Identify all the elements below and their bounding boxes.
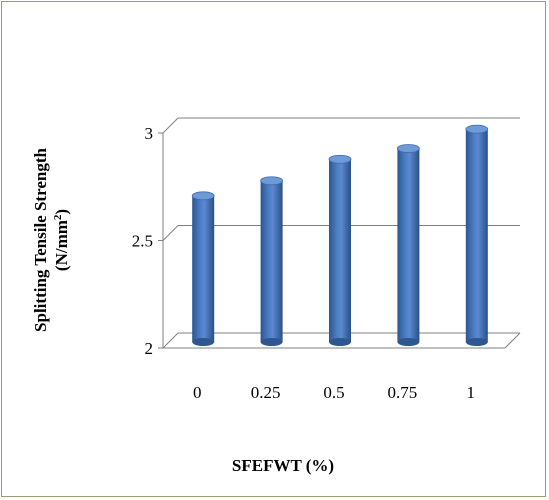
x-tick-label: 0.75 [388, 383, 418, 402]
bar-base [465, 338, 488, 346]
bar [397, 148, 420, 342]
bars-layer [191, 124, 489, 346]
y-axis-title-line1: Splitting Tensile Strength [31, 148, 50, 332]
y-axis-unit-sup: 2 [52, 214, 64, 220]
bar [465, 129, 488, 342]
gridline-depth [162, 117, 179, 134]
bar-top [328, 154, 352, 164]
bar-top [260, 176, 284, 186]
y-axis-unit-suffix: ) [52, 209, 71, 215]
gridline-depth [162, 225, 179, 241]
bar-top [191, 191, 215, 201]
bar [192, 195, 215, 342]
bar [260, 180, 283, 342]
bar-top [465, 124, 489, 134]
bar [329, 159, 351, 342]
bar-base [260, 338, 283, 346]
x-tick-label: 0 [193, 383, 202, 402]
y-axis-unit-prefix: (N/mm [52, 220, 71, 271]
y-axis-title: Splitting Tensile Strength (N/mm2) [31, 148, 71, 332]
y-tick-label: 3 [145, 124, 154, 143]
x-tick-label: 1 [467, 383, 476, 402]
bar-base [329, 338, 351, 346]
x-axis-title: SFEFWT (%) [232, 456, 334, 475]
bar-base [192, 338, 215, 346]
y-tick-labels: 22.53 [132, 124, 153, 358]
gridline-depth [162, 332, 179, 349]
x-tick-labels: 0 0.25 0.5 0.75 1 [193, 383, 475, 402]
y-tick-label: 2 [145, 339, 154, 358]
y-axis-title-line2: (N/mm2) [52, 209, 71, 271]
y-tick-label: 2.5 [132, 232, 153, 251]
x-tick-label: 0.25 [251, 383, 281, 402]
floor-right-edge [504, 332, 521, 349]
bar-top [396, 144, 420, 153]
bar-base [397, 338, 420, 346]
axes-layer [158, 132, 521, 349]
x-tick-label: 0.5 [323, 383, 344, 402]
